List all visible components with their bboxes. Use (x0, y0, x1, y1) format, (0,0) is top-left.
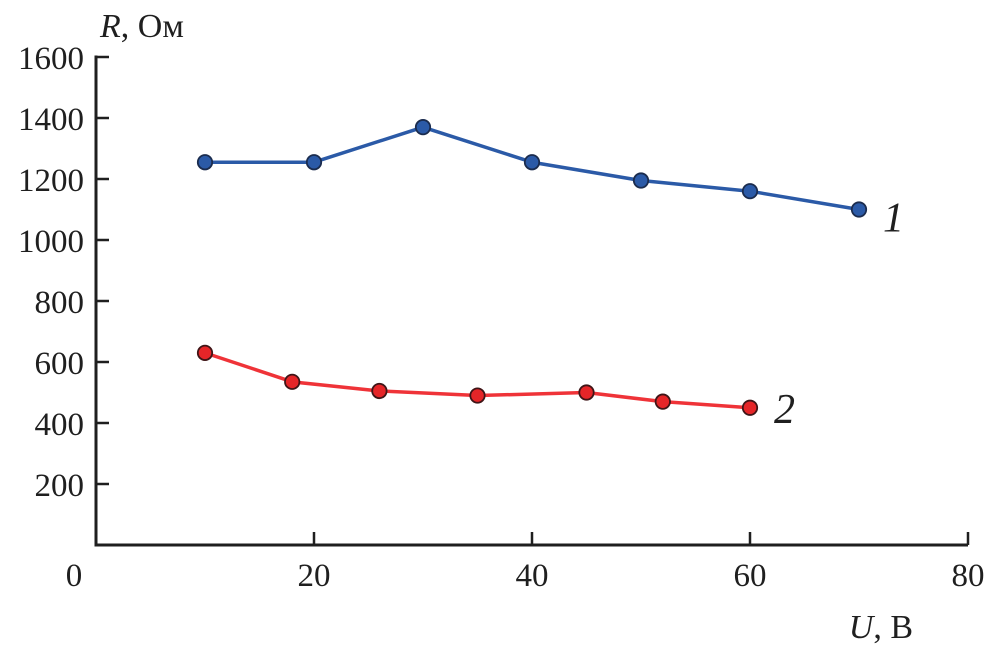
y-tick-label: 600 (35, 346, 85, 382)
y-tick-label: 800 (35, 285, 85, 321)
series-2-label: 2 (774, 387, 795, 433)
series-2-point (469, 387, 486, 404)
series-1-point (850, 201, 868, 218)
series-2-point (654, 393, 671, 410)
series-2-point (196, 344, 214, 361)
x-tick-label: 60 (734, 558, 767, 594)
series-2-point (371, 382, 388, 400)
x-tick-label: 80 (952, 558, 985, 594)
series-1-label: 1 (883, 196, 904, 242)
series-2-point (741, 399, 759, 416)
y-tick-label: 1000 (18, 224, 84, 260)
series-1-point (305, 154, 323, 171)
y-tick-label: 1200 (18, 163, 84, 199)
series-1-point (196, 154, 214, 171)
series-1-point (632, 172, 650, 189)
x-tick-label: 40 (516, 558, 549, 594)
series-1-point (523, 154, 541, 171)
x-tick-label: 0 (66, 558, 83, 594)
series-2-point (284, 373, 301, 390)
y-tick-label: 1600 (18, 41, 84, 77)
series-1-point (414, 119, 432, 136)
y-axis-title: R, Ом (99, 8, 184, 45)
series-1-point (741, 183, 759, 200)
y-tick-label: 200 (35, 468, 85, 504)
y-tick-label: 1400 (18, 102, 84, 138)
series-2-point (578, 384, 595, 401)
x-tick-label: 20 (298, 558, 331, 594)
x-axis-title: U, В (849, 609, 913, 646)
y-tick-label: 400 (35, 407, 85, 443)
